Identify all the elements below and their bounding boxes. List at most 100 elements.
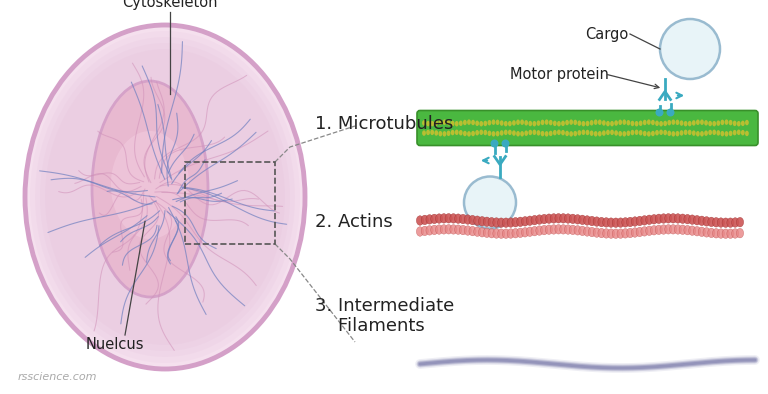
Ellipse shape bbox=[528, 121, 532, 126]
Ellipse shape bbox=[504, 121, 508, 126]
Ellipse shape bbox=[712, 121, 716, 126]
Ellipse shape bbox=[639, 130, 643, 136]
Ellipse shape bbox=[598, 217, 605, 227]
Ellipse shape bbox=[696, 119, 700, 125]
Text: Cargo: Cargo bbox=[585, 26, 628, 41]
Ellipse shape bbox=[416, 216, 424, 225]
Ellipse shape bbox=[704, 120, 708, 126]
Ellipse shape bbox=[565, 131, 569, 136]
Ellipse shape bbox=[40, 43, 290, 351]
Ellipse shape bbox=[698, 227, 705, 236]
Ellipse shape bbox=[474, 216, 481, 225]
Ellipse shape bbox=[651, 131, 655, 136]
Ellipse shape bbox=[459, 214, 467, 224]
Ellipse shape bbox=[741, 130, 745, 136]
Ellipse shape bbox=[590, 120, 594, 126]
Ellipse shape bbox=[694, 227, 700, 236]
Ellipse shape bbox=[435, 225, 442, 234]
Ellipse shape bbox=[545, 131, 548, 137]
Ellipse shape bbox=[745, 131, 749, 136]
Ellipse shape bbox=[422, 130, 426, 136]
Ellipse shape bbox=[463, 120, 467, 125]
Ellipse shape bbox=[421, 215, 429, 225]
Ellipse shape bbox=[610, 130, 614, 135]
Ellipse shape bbox=[594, 131, 598, 137]
Ellipse shape bbox=[602, 130, 606, 136]
Ellipse shape bbox=[614, 130, 618, 136]
Ellipse shape bbox=[508, 121, 511, 126]
Ellipse shape bbox=[641, 216, 648, 225]
Ellipse shape bbox=[717, 130, 720, 136]
Ellipse shape bbox=[502, 229, 510, 238]
Ellipse shape bbox=[607, 229, 614, 238]
Text: rsscience.com: rsscience.com bbox=[18, 372, 98, 382]
Ellipse shape bbox=[578, 121, 581, 126]
Ellipse shape bbox=[647, 131, 650, 137]
Ellipse shape bbox=[627, 120, 631, 125]
Ellipse shape bbox=[521, 228, 528, 237]
Ellipse shape bbox=[696, 131, 700, 136]
Ellipse shape bbox=[450, 225, 457, 234]
Ellipse shape bbox=[612, 229, 620, 238]
Ellipse shape bbox=[516, 131, 520, 136]
Ellipse shape bbox=[528, 130, 532, 135]
Ellipse shape bbox=[488, 229, 495, 238]
Ellipse shape bbox=[606, 121, 610, 126]
Ellipse shape bbox=[622, 119, 626, 125]
Ellipse shape bbox=[520, 131, 524, 137]
Ellipse shape bbox=[655, 214, 663, 223]
Ellipse shape bbox=[646, 215, 653, 225]
Ellipse shape bbox=[708, 228, 715, 238]
Ellipse shape bbox=[684, 121, 687, 126]
Ellipse shape bbox=[537, 130, 541, 136]
Ellipse shape bbox=[426, 121, 430, 126]
Ellipse shape bbox=[655, 121, 659, 126]
Ellipse shape bbox=[679, 214, 687, 223]
Ellipse shape bbox=[574, 215, 581, 224]
Ellipse shape bbox=[451, 121, 455, 126]
Ellipse shape bbox=[643, 131, 647, 136]
Ellipse shape bbox=[692, 120, 696, 126]
Ellipse shape bbox=[584, 227, 591, 236]
Ellipse shape bbox=[488, 130, 492, 136]
Ellipse shape bbox=[488, 217, 495, 227]
Ellipse shape bbox=[464, 226, 472, 235]
Ellipse shape bbox=[717, 229, 724, 238]
Ellipse shape bbox=[430, 130, 434, 135]
Ellipse shape bbox=[557, 130, 561, 135]
Ellipse shape bbox=[536, 226, 543, 235]
Ellipse shape bbox=[439, 119, 442, 125]
Ellipse shape bbox=[594, 119, 598, 125]
Ellipse shape bbox=[671, 131, 675, 137]
Ellipse shape bbox=[578, 130, 581, 136]
Ellipse shape bbox=[512, 130, 516, 136]
Ellipse shape bbox=[745, 120, 749, 125]
Ellipse shape bbox=[531, 216, 538, 225]
Ellipse shape bbox=[498, 229, 505, 238]
Ellipse shape bbox=[720, 120, 724, 125]
Ellipse shape bbox=[708, 121, 712, 126]
Ellipse shape bbox=[684, 130, 687, 135]
Ellipse shape bbox=[636, 227, 644, 237]
Ellipse shape bbox=[504, 130, 508, 135]
Ellipse shape bbox=[541, 120, 545, 125]
Ellipse shape bbox=[741, 121, 745, 126]
Ellipse shape bbox=[517, 228, 524, 238]
Ellipse shape bbox=[532, 121, 536, 126]
Ellipse shape bbox=[732, 218, 739, 227]
Ellipse shape bbox=[614, 120, 618, 126]
Ellipse shape bbox=[467, 119, 471, 125]
Ellipse shape bbox=[498, 218, 505, 227]
Ellipse shape bbox=[676, 131, 680, 136]
Ellipse shape bbox=[474, 227, 481, 236]
Ellipse shape bbox=[430, 121, 434, 126]
Ellipse shape bbox=[631, 130, 634, 135]
Ellipse shape bbox=[660, 225, 667, 234]
Ellipse shape bbox=[631, 228, 638, 237]
Ellipse shape bbox=[500, 120, 504, 126]
Ellipse shape bbox=[602, 120, 606, 126]
Ellipse shape bbox=[729, 120, 733, 125]
Ellipse shape bbox=[585, 130, 589, 135]
Ellipse shape bbox=[651, 120, 655, 125]
Ellipse shape bbox=[667, 120, 671, 125]
